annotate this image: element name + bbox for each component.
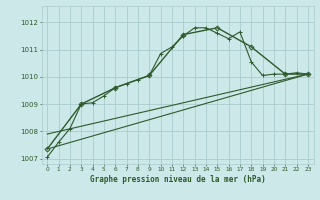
X-axis label: Graphe pression niveau de la mer (hPa): Graphe pression niveau de la mer (hPa)	[90, 175, 266, 184]
